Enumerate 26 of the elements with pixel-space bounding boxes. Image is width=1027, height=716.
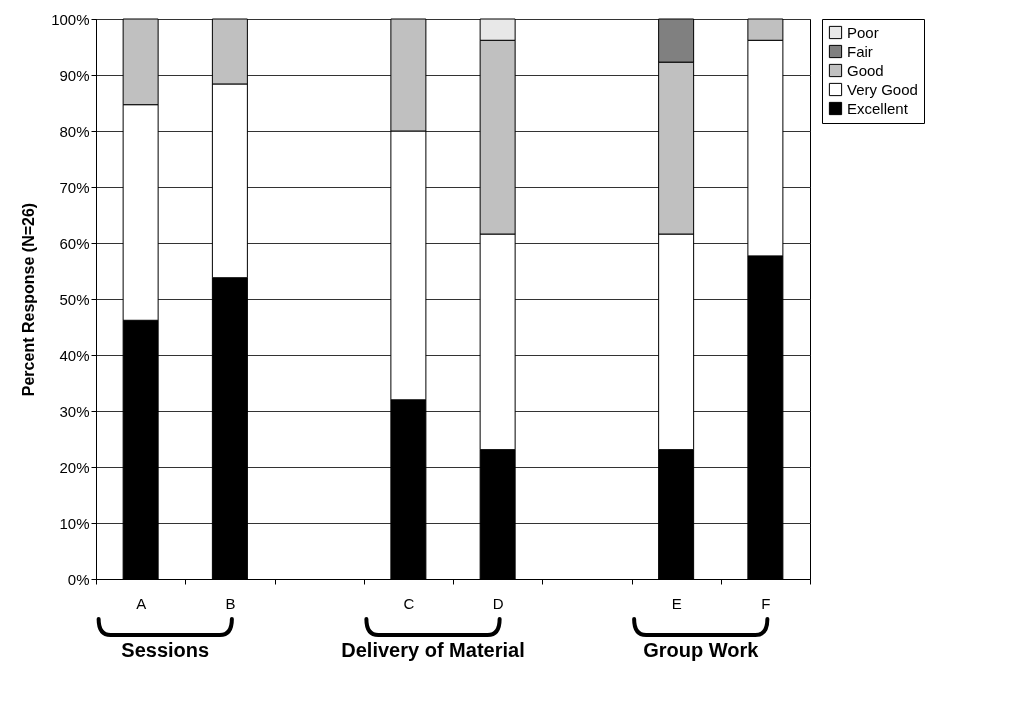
y-tick-label: 10% [59,514,90,532]
text: Group Work [643,639,759,662]
legend-label: Good [847,61,884,79]
legend-label: Excellent [847,99,909,117]
x-tick-label: D [492,594,504,612]
text: Sessions [121,639,210,662]
text: Delivery of Material [341,639,525,662]
legend-label: Poor [847,23,879,41]
y-tick-label: 30% [59,402,90,420]
y-tick-label: 50% [59,290,90,308]
x-tick-label: A [136,594,147,612]
x-tick-label: E [671,594,682,612]
y-tick-label: 40% [59,346,90,364]
y-tick-label: 80% [59,122,90,140]
y-tick-label: 70% [59,178,90,196]
x-tick-label: F [761,594,771,612]
y-tick-label: 90% [59,66,90,84]
y-tick-label: 20% [59,458,90,476]
y-tick-label: 60% [59,234,90,252]
x-tick-label: B [225,594,236,612]
y-tick-label: 0% [67,570,90,588]
y-tick-label: 100% [51,10,90,28]
legend-label: Fair [847,42,873,60]
y-axis-title: Percent Response (N=26) [20,202,38,397]
x-tick-label: C [403,594,415,612]
legend-label: Very Good [847,80,918,98]
